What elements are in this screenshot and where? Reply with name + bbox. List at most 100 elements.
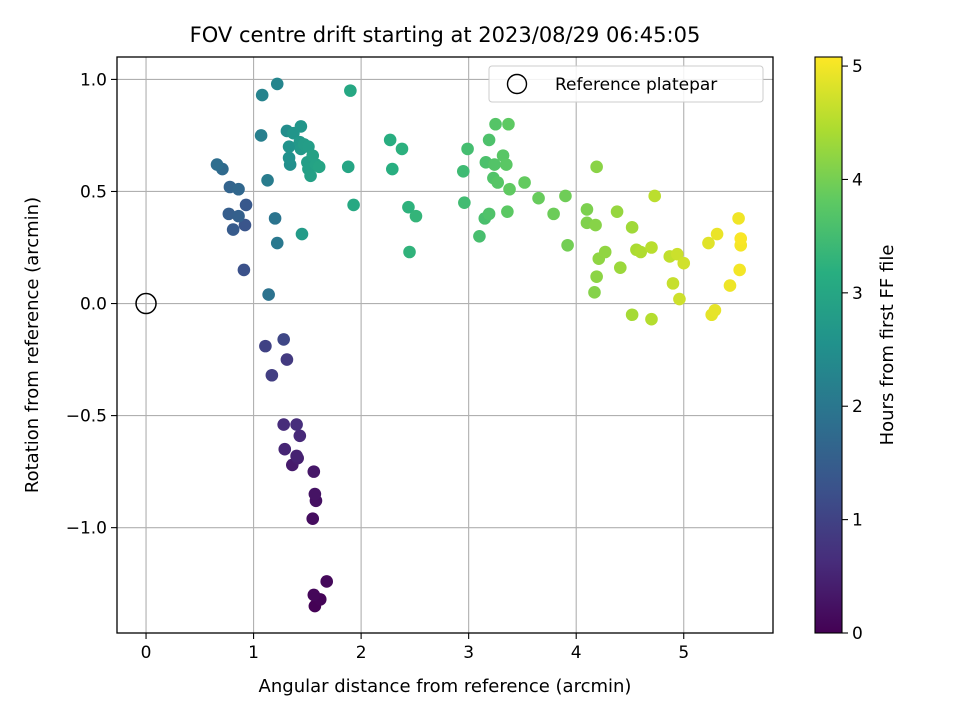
y-tick-label: 0.5: [80, 182, 107, 202]
y-axis-ticks: −1.0 −0.5 0.0 0.5 1.0: [66, 70, 117, 539]
data-point: [590, 160, 603, 174]
data-point: [710, 227, 724, 241]
data-point: [723, 279, 737, 292]
data-point: [648, 189, 662, 203]
data-point: [708, 303, 722, 317]
data-point: [589, 218, 602, 232]
colorbar-tick-label: 0: [852, 624, 863, 644]
data-point: [458, 196, 471, 209]
data-point: [232, 182, 245, 196]
colorbar-bar: [814, 56, 843, 634]
data-point: [580, 203, 594, 216]
x-tick-label: 0: [141, 643, 152, 663]
data-point: [402, 200, 415, 214]
reference-platepar-marker: [135, 292, 157, 315]
legend: Reference platepar: [488, 65, 764, 103]
colorbar-tick-label: 3: [852, 284, 863, 304]
data-point: [255, 88, 269, 102]
data-point: [290, 418, 303, 431]
data-point: [239, 198, 253, 212]
y-tick-label: −1.0: [66, 519, 107, 539]
data-point: [320, 575, 334, 588]
data-points: [210, 77, 748, 613]
data-point: [491, 176, 504, 189]
data-point: [386, 162, 399, 176]
data-point: [613, 261, 627, 274]
data-point: [733, 263, 746, 277]
data-point: [547, 207, 560, 221]
data-point: [308, 487, 322, 501]
data-point: [409, 209, 423, 223]
data-point: [518, 176, 531, 189]
data-point: [344, 84, 357, 97]
data-point: [645, 241, 658, 254]
data-point: [304, 169, 317, 183]
data-point: [259, 339, 272, 353]
plot-area-frame: [116, 56, 774, 634]
data-point: [702, 236, 715, 250]
data-point: [532, 191, 545, 205]
data-point: [503, 182, 516, 196]
data-point: [732, 212, 745, 225]
data-point: [261, 173, 274, 187]
data-point: [482, 133, 496, 147]
reference-marker-layer: [135, 292, 157, 315]
legend-reference-marker: [506, 73, 528, 95]
colorbar-tick-label: 2: [852, 397, 863, 417]
data-point: [501, 205, 514, 218]
data-point: [598, 245, 612, 259]
data-point: [277, 333, 290, 346]
data-point: [395, 142, 409, 156]
y-tick-label: 1.0: [80, 70, 107, 90]
data-point: [673, 292, 686, 306]
data-point: [222, 207, 236, 221]
data-point: [734, 232, 748, 245]
colorbar-tick-label: 4: [852, 170, 863, 190]
data-point: [307, 465, 321, 478]
x-tick-label: 5: [678, 643, 689, 663]
data-point: [295, 227, 309, 241]
y-axis-title: Rotation from reference (arcmin): [22, 197, 43, 493]
data-point: [232, 209, 245, 223]
data-point: [670, 247, 684, 261]
colorbar-title: Hours from first FF file: [877, 245, 898, 446]
data-point: [277, 418, 290, 431]
data-point: [278, 442, 292, 456]
data-point: [488, 158, 501, 171]
data-point: [237, 263, 251, 277]
data-point: [625, 308, 639, 322]
data-point: [559, 189, 572, 203]
data-point: [268, 212, 282, 225]
data-point: [588, 286, 601, 299]
data-point: [456, 165, 470, 178]
data-point: [270, 77, 284, 91]
data-point: [238, 218, 252, 232]
data-point: [489, 117, 502, 131]
data-point: [666, 277, 680, 290]
data-point: [265, 368, 279, 382]
y-tick-label: −0.5: [66, 407, 107, 427]
data-point: [473, 229, 486, 243]
data-point: [502, 117, 515, 131]
data-point: [590, 270, 603, 283]
data-point: [341, 160, 355, 174]
data-point: [254, 129, 268, 142]
x-tick-label: 3: [463, 643, 474, 663]
data-point: [293, 429, 307, 443]
data-point: [226, 223, 240, 236]
data-point: [306, 512, 320, 525]
colorbar-ticks: 0 1 2 3 4 5: [842, 57, 863, 644]
x-tick-label: 2: [356, 643, 367, 663]
x-axis-ticks: 0 1 2 3 4 5: [141, 633, 689, 663]
data-point: [625, 221, 639, 234]
chart-title: FOV centre drift starting at 2023/08/29 …: [190, 23, 701, 47]
x-tick-label: 1: [248, 643, 259, 663]
data-point: [270, 236, 284, 250]
data-point: [307, 588, 321, 602]
legend-box: [488, 65, 764, 103]
data-point: [610, 205, 624, 218]
data-point: [499, 158, 513, 171]
data-point: [645, 312, 658, 326]
